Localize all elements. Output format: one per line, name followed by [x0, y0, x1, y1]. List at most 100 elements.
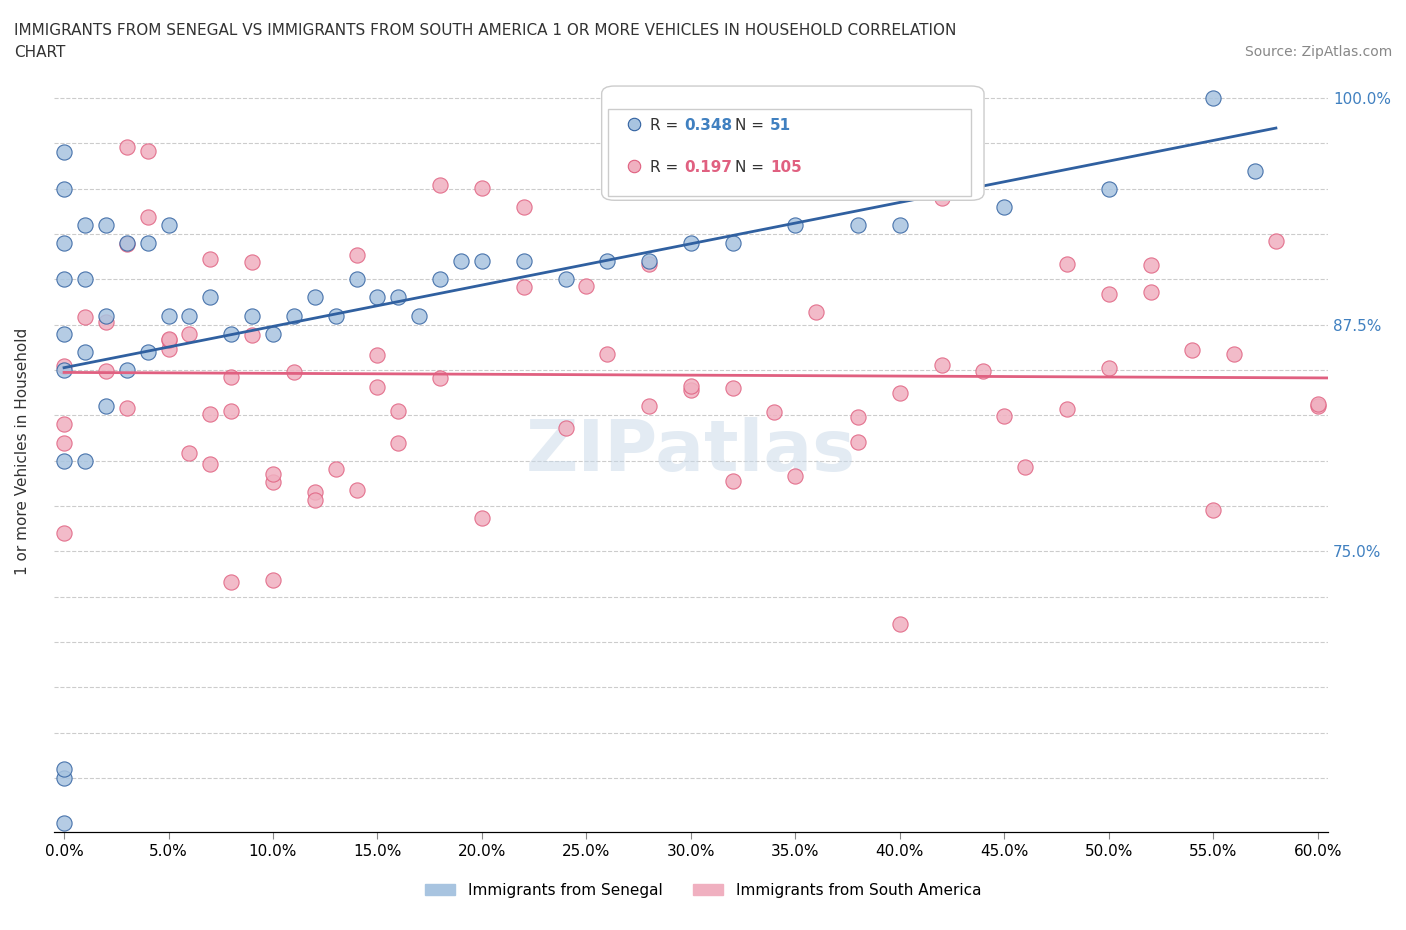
Point [1202, 90, 1225, 105]
Point [115, 363, 138, 378]
Point [262, 474, 284, 489]
Point [304, 485, 326, 499]
Point [1244, 163, 1267, 178]
Point [387, 290, 409, 305]
Text: 51: 51 [770, 118, 792, 133]
Point [53, 771, 76, 786]
Point [1098, 361, 1121, 376]
Point [512, 199, 534, 214]
Point [240, 327, 263, 342]
Point [471, 254, 494, 269]
Point [575, 278, 598, 293]
Point [115, 237, 138, 252]
Point [53, 525, 76, 540]
Point [931, 358, 953, 373]
Point [1098, 286, 1121, 301]
Text: CHART: CHART [14, 45, 66, 60]
Point [53, 435, 76, 450]
Point [304, 290, 326, 305]
Point [53, 417, 76, 432]
Point [219, 370, 242, 385]
Point [94, 315, 117, 330]
Point [73, 218, 96, 232]
Point [512, 254, 534, 269]
Point [73, 344, 96, 359]
Point [157, 308, 180, 323]
Text: N =: N = [735, 118, 769, 133]
Point [94, 218, 117, 232]
Point [1202, 502, 1225, 517]
Point [1306, 399, 1329, 414]
Point [219, 326, 242, 341]
Point [157, 341, 180, 356]
Point [94, 308, 117, 323]
Text: N =: N = [735, 160, 769, 175]
Point [785, 218, 807, 232]
Point [53, 326, 76, 341]
Point [200, 290, 222, 305]
Point [1139, 285, 1161, 299]
Point [721, 235, 744, 250]
Point [512, 280, 534, 295]
Point [94, 364, 117, 379]
Text: 105: 105 [770, 160, 801, 175]
Point [325, 461, 347, 476]
Point [471, 180, 494, 195]
Point [115, 235, 138, 250]
Point [262, 467, 284, 482]
Text: Source: ZipAtlas.com: Source: ZipAtlas.com [1244, 45, 1392, 59]
Point [889, 385, 911, 400]
Point [53, 453, 76, 468]
Text: R =: R = [650, 118, 683, 133]
Point [366, 348, 388, 363]
Y-axis label: 1 or more Vehicles in Household: 1 or more Vehicles in Household [15, 328, 30, 576]
Point [1181, 342, 1204, 357]
Point [219, 575, 242, 590]
Point [889, 617, 911, 631]
Point [346, 483, 368, 498]
Point [366, 290, 388, 305]
Point [304, 493, 326, 508]
Point [763, 405, 786, 419]
Point [1056, 257, 1078, 272]
Point [115, 140, 138, 155]
Point [638, 398, 661, 413]
Point [53, 145, 76, 160]
Point [596, 254, 619, 269]
Point [283, 308, 305, 323]
Point [179, 326, 201, 341]
Point [846, 410, 869, 425]
Point [283, 365, 305, 379]
Point [785, 469, 807, 484]
Point [806, 305, 828, 320]
Point [157, 333, 180, 348]
Point [179, 445, 201, 460]
Point [1139, 258, 1161, 272]
Point [53, 272, 76, 286]
Point [1306, 396, 1329, 411]
Point [993, 199, 1015, 214]
Text: ZIPatlas: ZIPatlas [526, 417, 856, 486]
Point [387, 404, 409, 418]
Point [1264, 233, 1286, 248]
Text: 0.197: 0.197 [685, 160, 733, 175]
Point [136, 144, 159, 159]
Point [846, 218, 869, 232]
Point [157, 218, 180, 232]
Point [346, 247, 368, 262]
Point [679, 235, 702, 250]
Point [471, 511, 494, 525]
Point [972, 364, 994, 379]
Point [73, 453, 96, 468]
Point [1223, 347, 1246, 362]
Point [1004, 317, 1026, 332]
Point [53, 762, 76, 777]
Point [429, 178, 451, 193]
FancyBboxPatch shape [607, 109, 972, 196]
Point [200, 457, 222, 472]
Point [262, 326, 284, 341]
Point [53, 181, 76, 196]
Point [115, 401, 138, 416]
Point [846, 435, 869, 450]
Point [73, 272, 96, 286]
